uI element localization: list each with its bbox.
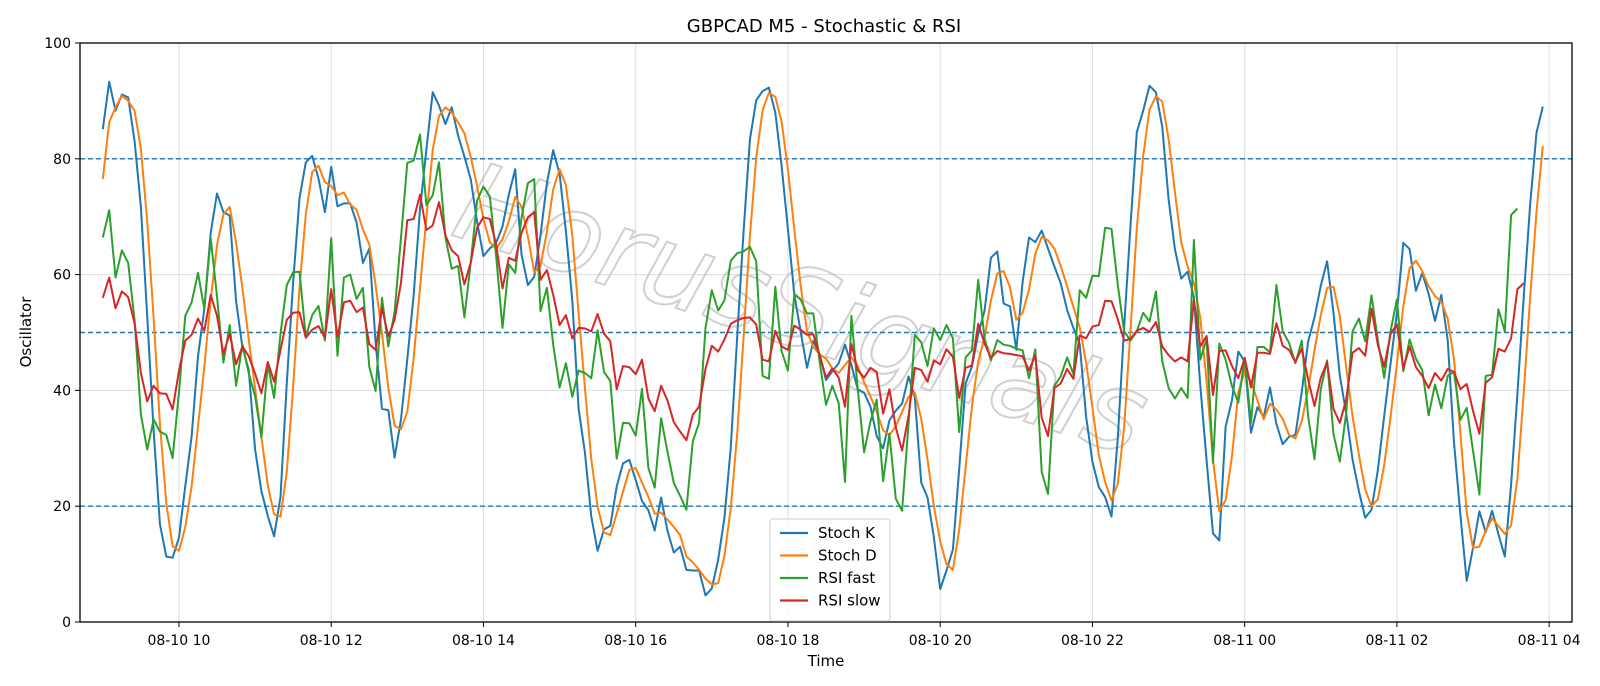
y-ticks: 0 20 40 60 80 100 <box>44 36 80 631</box>
legend-box <box>769 518 891 622</box>
y-tick-label: 80 <box>53 152 71 168</box>
x-tick-label: 08-10 10 <box>147 633 210 649</box>
x-tick-label: 08-11 00 <box>1213 633 1276 649</box>
y-tick-label: 60 <box>53 268 71 284</box>
x-tick-label: 08-10 20 <box>909 633 972 649</box>
y-tick-label: 100 <box>44 36 71 52</box>
x-tick-label: 08-10 14 <box>452 633 515 649</box>
series-line-rsi-fast <box>101 133 1519 512</box>
y-axis-label: Oscillator <box>17 296 35 368</box>
x-tick-label: 08-10 22 <box>1061 633 1124 649</box>
x-tick-label: 08-10 16 <box>604 633 667 649</box>
reference-lines <box>80 158 1572 507</box>
legend-label: Stoch K <box>818 524 876 542</box>
legend-label: RSI slow <box>818 592 881 610</box>
y-tick-label: 40 <box>53 383 71 399</box>
legend-label: RSI fast <box>818 569 875 587</box>
series-line-rsi-slow <box>101 193 1525 452</box>
series-lines <box>101 80 1544 597</box>
legend-label: Stoch D <box>818 547 877 565</box>
chart-title: GBPCAD M5 - Stochastic & RSI <box>687 16 961 37</box>
series-line-stoch-d <box>101 91 1544 586</box>
x-tick-label: 08-11 02 <box>1365 633 1428 649</box>
y-tick-label: 20 <box>53 499 71 515</box>
y-tick-label: 0 <box>62 615 71 631</box>
plot-frame <box>79 42 1573 623</box>
x-tick-label: 08-10 18 <box>756 633 819 649</box>
x-tick-label: 08-11 04 <box>1518 633 1581 649</box>
x-axis-label: Time <box>807 652 845 670</box>
x-ticks: 08-10 10 08-10 12 08-10 14 08-10 16 08-10 18… <box>147 622 1581 649</box>
legend: Stoch K Stoch D RSI fast RSI slow <box>769 518 891 622</box>
x-tick-label: 08-10 12 <box>300 633 363 649</box>
